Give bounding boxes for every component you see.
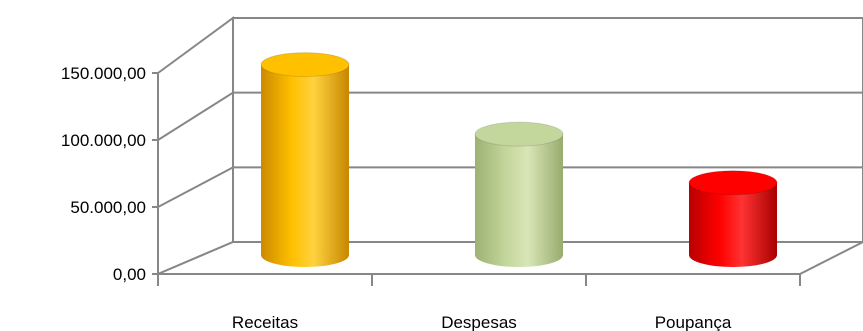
x-category-label: Poupança bbox=[655, 313, 732, 331]
bar-receitas bbox=[260, 52, 350, 267]
gridlines bbox=[157, 91, 863, 208]
bar-top bbox=[688, 170, 778, 196]
y-tick-label: 100.000,00 bbox=[61, 131, 146, 150]
bar-top bbox=[260, 52, 350, 78]
side-wall bbox=[157, 16, 234, 276]
bar-body bbox=[261, 64, 349, 267]
bar-body bbox=[475, 134, 563, 267]
bar-top bbox=[474, 121, 564, 147]
y-tick-labels: 0,00 50.000,00 100.000,00 150.000,00 bbox=[61, 64, 158, 284]
y-tick-label: 50.000,00 bbox=[70, 198, 146, 217]
gridline bbox=[157, 91, 863, 141]
gridline bbox=[157, 166, 863, 208]
x-category-label: Despesas bbox=[441, 313, 517, 331]
bar-despesas bbox=[474, 121, 564, 267]
bars bbox=[260, 52, 778, 267]
bar-body bbox=[689, 182, 777, 267]
bar-poupança bbox=[688, 170, 778, 267]
x-ticks bbox=[157, 274, 801, 286]
y-axis bbox=[157, 73, 800, 275]
y-tick-label: 0,00 bbox=[113, 265, 146, 284]
x-category-label: Receitas bbox=[232, 313, 298, 331]
category-labels: Receitas Despesas Poupança bbox=[232, 313, 732, 331]
y-tick-label: 150.000,00 bbox=[61, 64, 146, 83]
